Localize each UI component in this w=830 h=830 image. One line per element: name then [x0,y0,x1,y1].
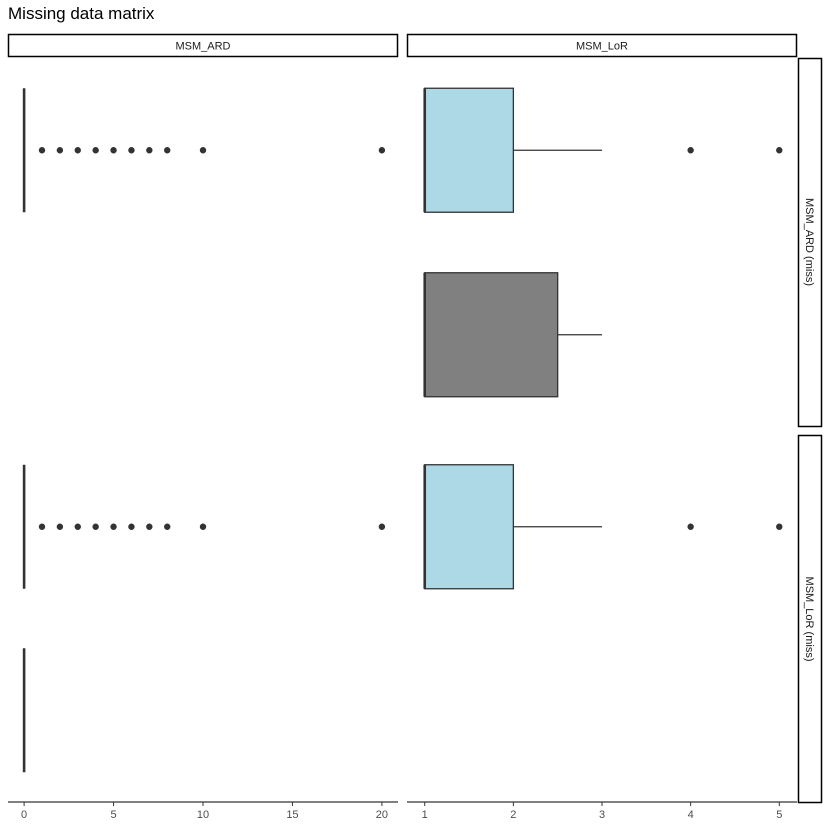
x-tick-label: 3 [599,809,605,821]
chart-title: Missing data matrix [8,4,155,23]
outlier-point [199,523,207,530]
column-strip-label: MSM_LoR [576,41,628,53]
outlier-point [110,523,117,530]
outlier-point [687,147,694,154]
facet-panel [423,87,783,398]
x-tick-label: 2 [510,809,516,821]
outlier-point [199,147,207,154]
boxplot [22,464,386,589]
row-strip-label: MSM_LoR (miss) [803,577,815,662]
outlier-point [92,147,99,154]
outlier-point [128,147,135,154]
row-strips: MSM_ARD (miss) MSM_LoR (miss) [797,57,823,804]
row-strip-box [797,434,823,804]
x-axis: 0 5 10 15 20 [8,801,398,821]
outlier-point [776,147,783,154]
facet-panel [22,464,386,773]
outlier-point [146,523,153,530]
outlier-point [687,523,694,530]
outlier-point [74,523,81,530]
outlier-point [56,523,64,530]
outlier-point [38,523,46,530]
outlier-point [38,147,46,154]
row-strip-box [797,57,823,428]
boxplot [423,464,783,590]
facet-panels [22,87,783,773]
outlier-point [92,523,99,530]
outlier-point [164,523,171,530]
column-strips: MSM_ARD MSM_LoR [7,33,798,58]
box-rect [424,464,515,590]
x-tick-label: 0 [21,809,27,821]
outlier-point [128,523,135,530]
column-strip-label: MSM_ARD [175,41,230,53]
box-rect [424,272,559,398]
outlier-point [378,147,386,154]
outlier-point [378,523,386,530]
x-tick-label: 10 [197,809,209,821]
boxplot [22,88,386,213]
outlier-point [74,147,81,154]
column-strip-box [7,33,399,58]
outlier-point [776,523,783,530]
boxplot [423,87,783,213]
facet-panel [423,464,783,590]
boxplot [423,272,602,398]
x-tick-label: 1 [422,809,428,821]
facet-panel [22,88,386,213]
x-tick-label: 5 [110,809,116,821]
x-axis: 1 2 3 4 5 [407,801,797,821]
column-strip-box [406,33,798,58]
outlier-point [164,147,171,154]
x-tick-label: 15 [286,809,298,821]
outlier-point [56,147,64,154]
x-tick-label: 5 [776,809,782,821]
box-rect [424,87,515,213]
outlier-point [146,147,153,154]
x-axes: 0 5 10 15 20 1 2 3 4 5 [8,801,797,821]
x-tick-label: 4 [688,809,694,821]
x-tick-label: 20 [376,809,388,821]
row-strip-label: MSM_ARD (miss) [803,198,815,286]
outlier-point [110,147,117,154]
